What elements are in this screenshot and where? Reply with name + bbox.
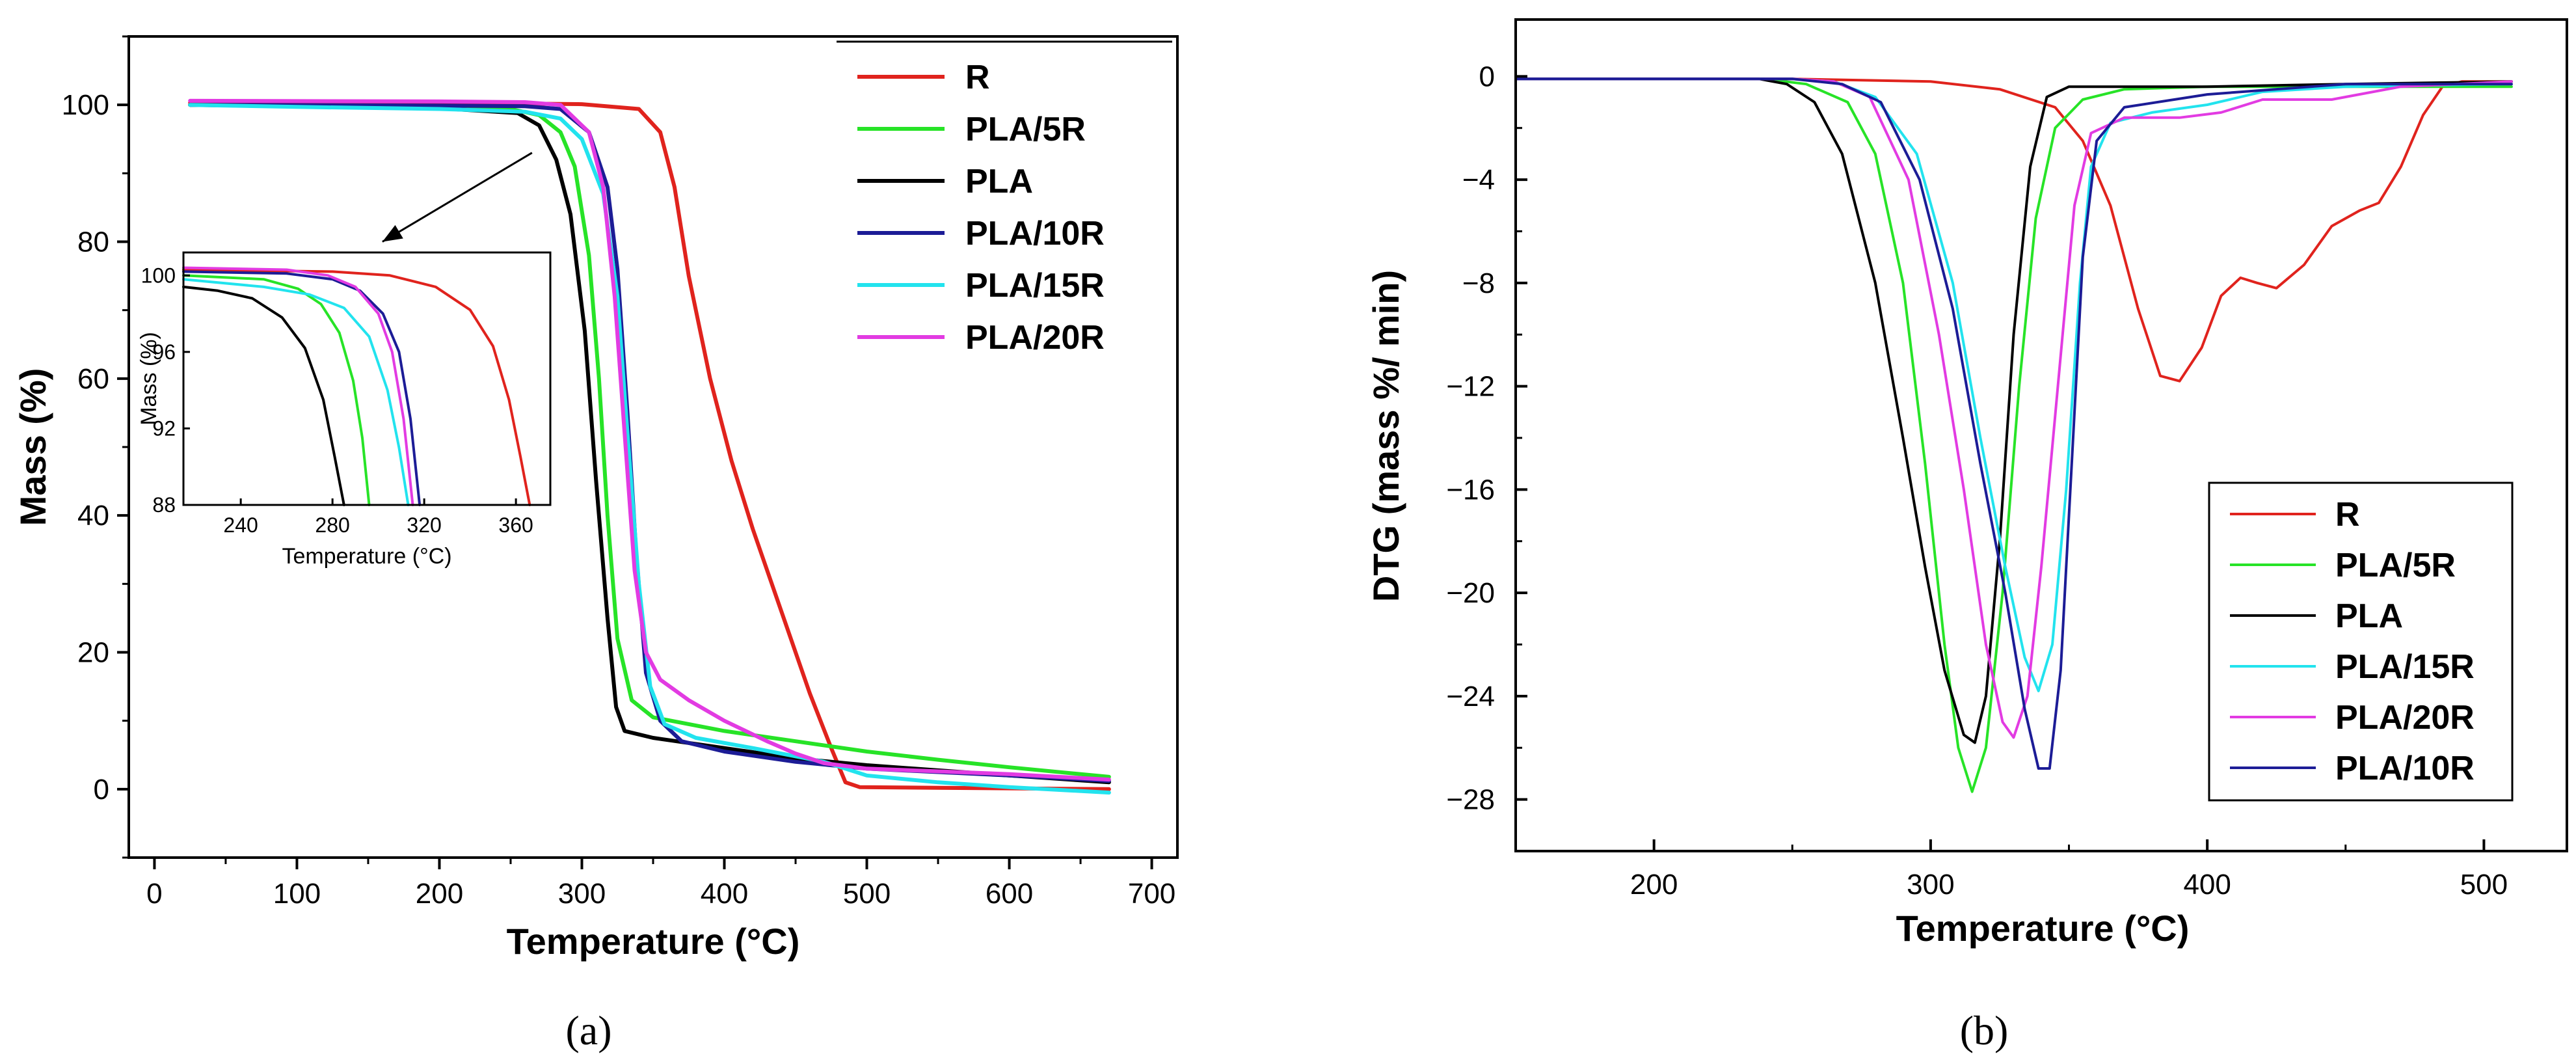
panel-b-y-tick-label: −16 bbox=[1446, 474, 1495, 506]
panel-b-x-tick-label: 300 bbox=[1907, 869, 1954, 901]
panel-b-y-tick-label: −8 bbox=[1462, 267, 1495, 299]
inset-x-axis-label: Temperature (°C) bbox=[282, 544, 451, 569]
panel-b-legend-label: PLA/5R bbox=[2335, 547, 2456, 584]
panel-b-x-tick-label: 200 bbox=[1630, 869, 1678, 901]
panel-a-series-r bbox=[188, 101, 1111, 791]
inset-pointer-arrow bbox=[382, 152, 533, 243]
panel-a-series-pla-20r bbox=[188, 98, 1111, 782]
panel-a-y-tick-label: 100 bbox=[62, 89, 109, 121]
panel-b-y-tick-label: −20 bbox=[1446, 577, 1495, 609]
inset-y-tick-label: 88 bbox=[152, 493, 176, 517]
panel-b-y-tick-label: −12 bbox=[1446, 371, 1495, 403]
panel-a-legend: R PLA/5R PLA PLA/10R PLA/15R PLA/20R bbox=[837, 40, 1172, 371]
panel-a-legend-label: PLA/5R bbox=[965, 111, 1086, 148]
inset-series-pla-15r bbox=[182, 278, 410, 506]
panel-a-legend-label: PLA bbox=[965, 163, 1033, 200]
inset-y-tick-label: 92 bbox=[152, 416, 176, 440]
panel-a-legend-label: PLA/15R bbox=[965, 267, 1105, 305]
inset-y-axis-label: Mass (%) bbox=[137, 332, 161, 426]
panel-a-legend-label: PLA/20R bbox=[965, 319, 1105, 357]
inset-y-tick-label: 96 bbox=[152, 340, 176, 364]
panel-b-y-axis-label: DTG (mass %/ min) bbox=[1365, 270, 1406, 602]
inset-arrow-head bbox=[382, 224, 403, 242]
panel-a-y-tick-label: 0 bbox=[94, 774, 109, 806]
panel-a-legend-label: R bbox=[965, 59, 990, 96]
inset-series-pla-20r bbox=[182, 266, 414, 506]
panel-b-y-tick-label: −4 bbox=[1462, 164, 1495, 196]
panel-b-legend: R PLA/5R PLA PLA/15R PLA/20R PLA/10R bbox=[2208, 482, 2514, 802]
panel-b-legend-label: R bbox=[2335, 496, 2360, 534]
panel-b-x-axis-label: Temperature (°C) bbox=[1896, 908, 2190, 949]
panel-b-series-pla-5r bbox=[1514, 77, 2513, 793]
inset-arrow-shaft bbox=[382, 152, 533, 243]
panel-b-chart: 200 300 400 500 0 −4 −8 −12 −16 −20 −24 −28 Temper… bbox=[1365, 18, 2568, 1053]
panel-b-legend-label: PLA/20R bbox=[2335, 699, 2475, 737]
panel-b-y-tick-label: 0 bbox=[1479, 61, 1495, 92]
panel-b-x-tick-label: 400 bbox=[2183, 869, 2231, 901]
panel-b-y-tick-label: −28 bbox=[1446, 784, 1495, 816]
panel-a-legend-label: PLA/10R bbox=[965, 215, 1105, 252]
inset-plot-frame bbox=[182, 251, 552, 506]
inset-series-pla-5r bbox=[182, 274, 371, 506]
inset-y-tick-label: 100 bbox=[141, 264, 176, 287]
panel-b-y-tick-label: −24 bbox=[1446, 681, 1495, 712]
panel-a-x-tick-label: 600 bbox=[986, 878, 1033, 910]
inset-x-tick-label: 240 bbox=[223, 513, 258, 537]
panel-a-x-tick-label: 500 bbox=[843, 878, 891, 910]
panel-a-series-pla-15r bbox=[188, 103, 1111, 795]
panel-b-series-pla-20r bbox=[1514, 77, 2513, 739]
panel-b-legend-label: PLA/10R bbox=[2335, 750, 2475, 787]
inset-x-tick-label: 320 bbox=[407, 513, 441, 537]
inset-series-pla bbox=[182, 285, 345, 506]
panel-a-x-tick-label: 400 bbox=[701, 878, 748, 910]
panel-a-y-tick-label: 40 bbox=[77, 500, 109, 532]
panel-a-y-tick-label: 20 bbox=[77, 637, 109, 669]
inset-x-tick-label: 360 bbox=[498, 513, 533, 537]
panel-a-x-tick-label: 100 bbox=[273, 878, 321, 910]
panel-a-y-tick-label: 60 bbox=[77, 363, 109, 395]
panel-a-y-axis-label: Mass (%) bbox=[12, 368, 53, 526]
panel-b-legend-label: PLA/15R bbox=[2335, 648, 2475, 686]
inset-x-tick-label: 280 bbox=[315, 513, 349, 537]
panel-b-series-pla-10r bbox=[1514, 77, 2513, 770]
panel-a-x-axis-label: Temperature (°C) bbox=[507, 921, 800, 962]
panel-a-x-tick-label: 200 bbox=[416, 878, 463, 910]
panel-a-caption: (a) bbox=[565, 1007, 611, 1053]
panel-a-y-tick-label: 80 bbox=[77, 226, 109, 258]
panel-a-x-tick-label: 700 bbox=[1128, 878, 1175, 910]
inset-series-r bbox=[182, 268, 531, 506]
panel-b-caption: (b) bbox=[1960, 1007, 2009, 1053]
panel-b-series-pla bbox=[1514, 77, 2513, 744]
panel-b-plot-frame bbox=[1514, 18, 2568, 852]
panel-a-chart: 0 100 200 300 400 500 600 700 0 20 40 60 80 100 Temp… bbox=[12, 35, 1179, 1053]
panel-b-legend-label: PLA bbox=[2335, 597, 2403, 635]
panel-a-x-tick-label: 300 bbox=[558, 878, 606, 910]
inset-series-pla-10r bbox=[182, 270, 422, 506]
panel-a-x-tick-label: 0 bbox=[146, 878, 162, 910]
panel-b-x-tick-label: 500 bbox=[2460, 869, 2508, 901]
